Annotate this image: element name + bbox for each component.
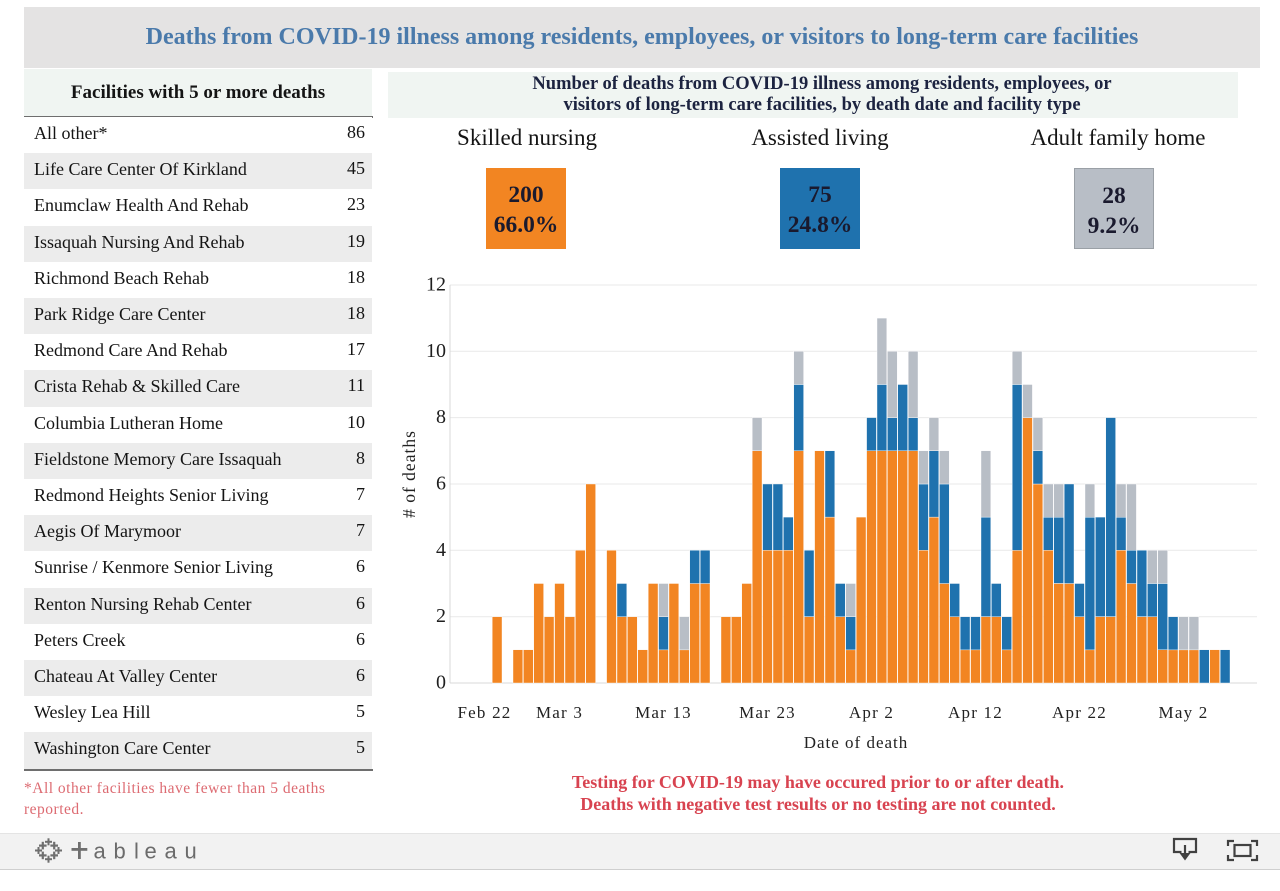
svg-text:e: e: [145, 839, 157, 864]
svg-text:4: 4: [436, 539, 446, 561]
svg-text:May 2: May 2: [1159, 703, 1209, 722]
svg-text:a: a: [94, 839, 107, 864]
svg-text:Mar 3: Mar 3: [536, 703, 583, 722]
svg-text:Apr 12: Apr 12: [948, 703, 1003, 722]
svg-text:l: l: [134, 839, 139, 864]
svg-text:6: 6: [436, 473, 446, 495]
svg-text:Feb 22: Feb 22: [458, 703, 512, 722]
svg-text:Date of death: Date of death: [804, 733, 909, 752]
svg-text:b: b: [114, 839, 126, 864]
svg-text:Mar 13: Mar 13: [635, 703, 692, 722]
svg-text:u: u: [185, 839, 197, 864]
svg-text:Apr 2: Apr 2: [849, 703, 894, 722]
svg-text:Mar 23: Mar 23: [739, 703, 796, 722]
svg-text:10: 10: [426, 340, 446, 362]
svg-text:Apr 22: Apr 22: [1052, 703, 1107, 722]
svg-text:8: 8: [436, 406, 446, 428]
svg-text:0: 0: [436, 672, 446, 694]
svg-text:2: 2: [436, 605, 446, 627]
svg-text:a: a: [165, 839, 178, 864]
svg-text:# of deaths: # of deaths: [399, 430, 419, 518]
svg-text:12: 12: [426, 274, 446, 296]
